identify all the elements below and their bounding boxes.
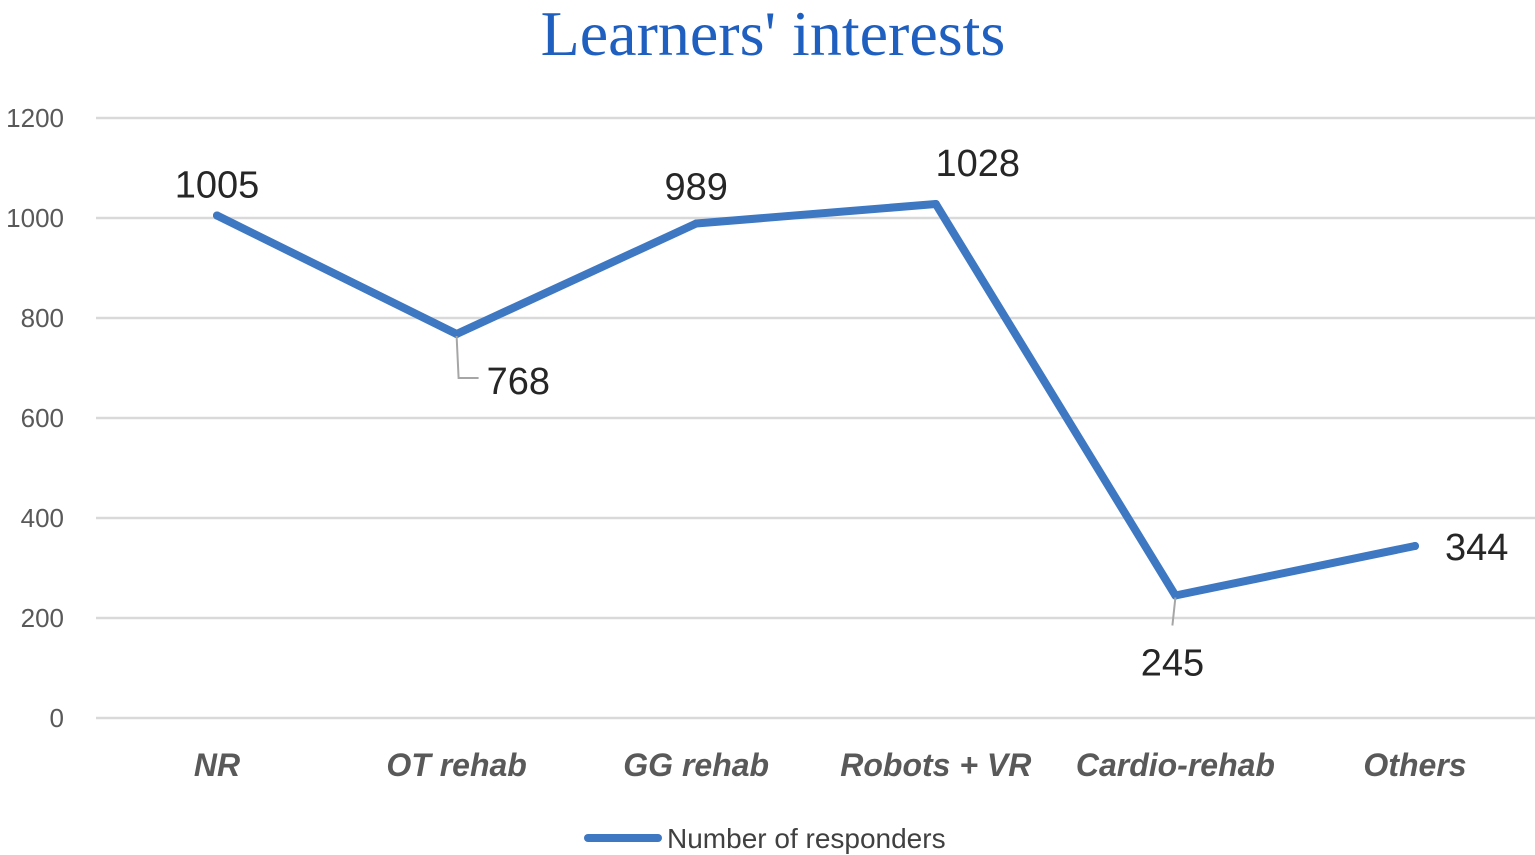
y-tick-label: 400 (21, 503, 64, 533)
data-label-leader (455, 335, 479, 379)
series-line (213, 200, 1419, 600)
data-label: 344 (1445, 527, 1508, 569)
legend: Number of responders (584, 823, 946, 854)
x-tick-label: Others (1363, 747, 1466, 783)
x-tick-label: GG rehab (623, 747, 769, 783)
data-label: 1028 (936, 143, 1021, 185)
series (213, 200, 1419, 600)
data-point (931, 200, 940, 208)
data-point (1411, 542, 1419, 550)
data-label: 1005 (175, 165, 260, 207)
legend-label: Number of responders (667, 823, 946, 854)
y-tick-label: 1000 (6, 203, 64, 233)
x-axis-ticks: NR OT rehab GG rehab Robots + VR Cardio-reha… (194, 747, 1467, 783)
gridlines (96, 116, 1535, 720)
x-tick-label: Cardio-rehab (1076, 747, 1275, 783)
y-tick-label: 0 (50, 703, 64, 733)
y-tick-label: 800 (21, 303, 64, 333)
y-tick-label: 1200 (6, 103, 64, 133)
x-tick-label: NR (194, 747, 240, 783)
data-label-leader (1171, 597, 1177, 626)
data-label: 768 (487, 361, 550, 403)
data-point (452, 330, 461, 338)
data-label: 245 (1141, 643, 1204, 685)
chart-title: Learners' interests (541, 0, 1006, 69)
data-point (692, 219, 701, 228)
x-tick-label: OT rehab (386, 747, 526, 783)
y-axis-ticks: 0 200 400 600 800 1000 1200 (6, 103, 64, 733)
x-tick-label: Robots + VR (840, 747, 1031, 783)
data-point (1171, 591, 1180, 600)
data-label: 989 (664, 167, 727, 209)
y-tick-label: 200 (21, 603, 64, 633)
data-labels: 1005 768 989 1028 245 344 (175, 143, 1509, 685)
data-point (213, 211, 221, 220)
y-tick-label: 600 (21, 403, 64, 433)
